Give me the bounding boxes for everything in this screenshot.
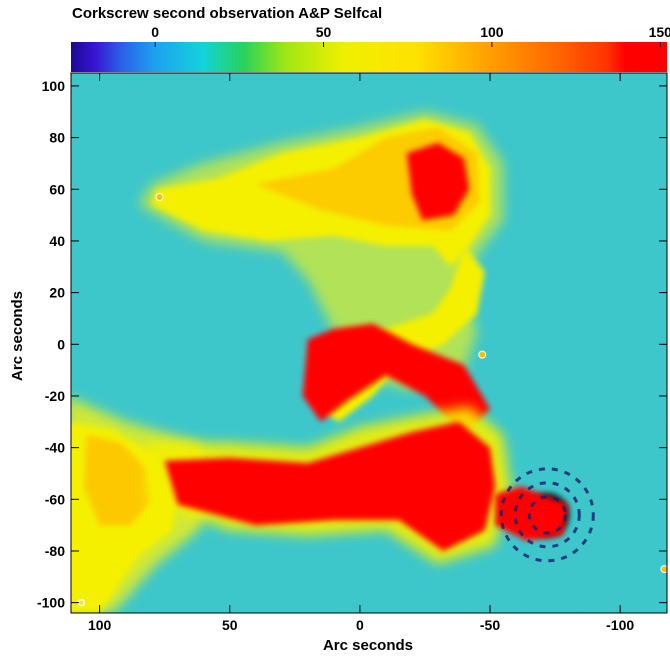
left-lobe-core [84,434,152,526]
x-tick-label: 100 [88,617,112,633]
compact-source [155,193,164,202]
image-panel: 100 50 0 -50 -100 100 80 60 40 20 0 -20 -40 -60 -80 -1… [37,72,668,633]
y-tick-label: -60 [45,491,65,507]
y-tick-label: 60 [49,181,65,197]
y-tick-label: 40 [49,233,65,249]
y-tick-label: -80 [45,543,65,559]
y-tick-label: -40 [45,440,65,456]
y-tick-label: 0 [57,336,65,352]
core-ring [527,495,567,535]
x-axis-label: Arc seconds [323,637,413,654]
colorbar-tick-label: 150 [649,24,670,40]
core-bright [495,486,569,541]
lower-jet [164,421,496,551]
x-tick-label: 50 [222,617,238,633]
plot-frame [70,72,668,614]
colorbar-ticks: 0 50 100 150 [151,24,670,47]
y-axis-label: Arc seconds [9,291,26,381]
x-tick-label: 0 [356,617,364,633]
compact-source [478,350,487,359]
x-axis-ticks: 100 50 0 -50 -100 [88,73,634,633]
y-axis-ticks: 100 80 60 40 20 0 -20 -40 -60 -80 -100 [37,78,667,611]
x-tick-label: -50 [480,617,500,633]
colorbar: 0 50 100 150 [71,24,670,72]
x-tick-label: -100 [606,617,634,633]
upper-lobe-hotspot [406,142,470,221]
y-tick-label: 20 [49,285,65,301]
colorbar-tick-label: 50 [316,24,332,40]
colorbar-tick-label: 100 [480,24,504,40]
curl [302,323,490,435]
y-tick-label: 100 [42,78,66,94]
chart-title: Corkscrew second observation A&P Selfcal [72,5,382,22]
compact-source [660,565,667,574]
emission-structures [71,111,667,613]
core-ring [499,467,595,563]
colorbar-tick-label: 0 [151,24,159,40]
colorbar-gradient [71,42,667,72]
core-ring [513,481,581,549]
y-tick-label: -20 [45,388,65,404]
y-tick-label: -100 [37,595,65,611]
y-tick-label: 80 [49,130,65,146]
